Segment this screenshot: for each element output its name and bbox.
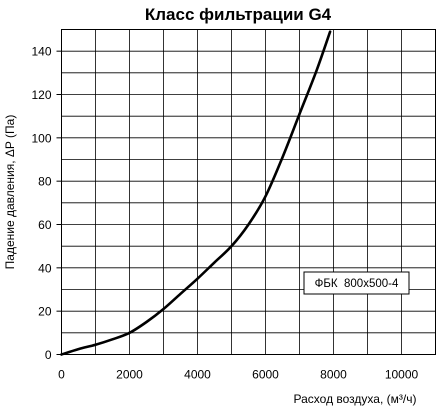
y-tick-label: 20: [38, 305, 52, 319]
x-tick-label: 10000: [385, 368, 419, 382]
y-tick-label: 80: [38, 175, 52, 189]
x-tick-label: 6000: [252, 368, 279, 382]
grid: [61, 29, 436, 355]
y-tick-label: 100: [31, 131, 51, 145]
y-tick-label: 40: [38, 261, 52, 275]
x-axis-label: Расход воздуха, (м³/ч): [294, 392, 417, 406]
x-tick-label: 8000: [320, 368, 347, 382]
y-axis-ticks: 0 20 40 60 80 100 120 140: [31, 45, 62, 362]
plot-area: [61, 29, 436, 355]
x-tick-label: 4000: [184, 368, 211, 382]
series-line: [60, 30, 332, 356]
y-tick-label: 120: [31, 88, 51, 102]
chart-title: Класс фильтрации G4: [145, 5, 332, 24]
legend: ФБК 800x500-4: [303, 271, 410, 295]
y-tick-label: 60: [38, 218, 52, 232]
x-tick-label: 2000: [116, 368, 143, 382]
y-tick-label: 0: [45, 348, 52, 362]
plot-frame: [61, 29, 436, 355]
y-tick-label: 140: [31, 45, 51, 59]
x-tick-label: 0: [58, 368, 65, 382]
legend-entry: ФБК 800x500-4: [315, 278, 399, 290]
x-axis-ticks: 0 2000 4000 6000 8000 10000: [58, 368, 418, 382]
legend-box: [303, 271, 410, 295]
y-axis-label: Падение давления, ΔP (Па): [3, 115, 17, 270]
